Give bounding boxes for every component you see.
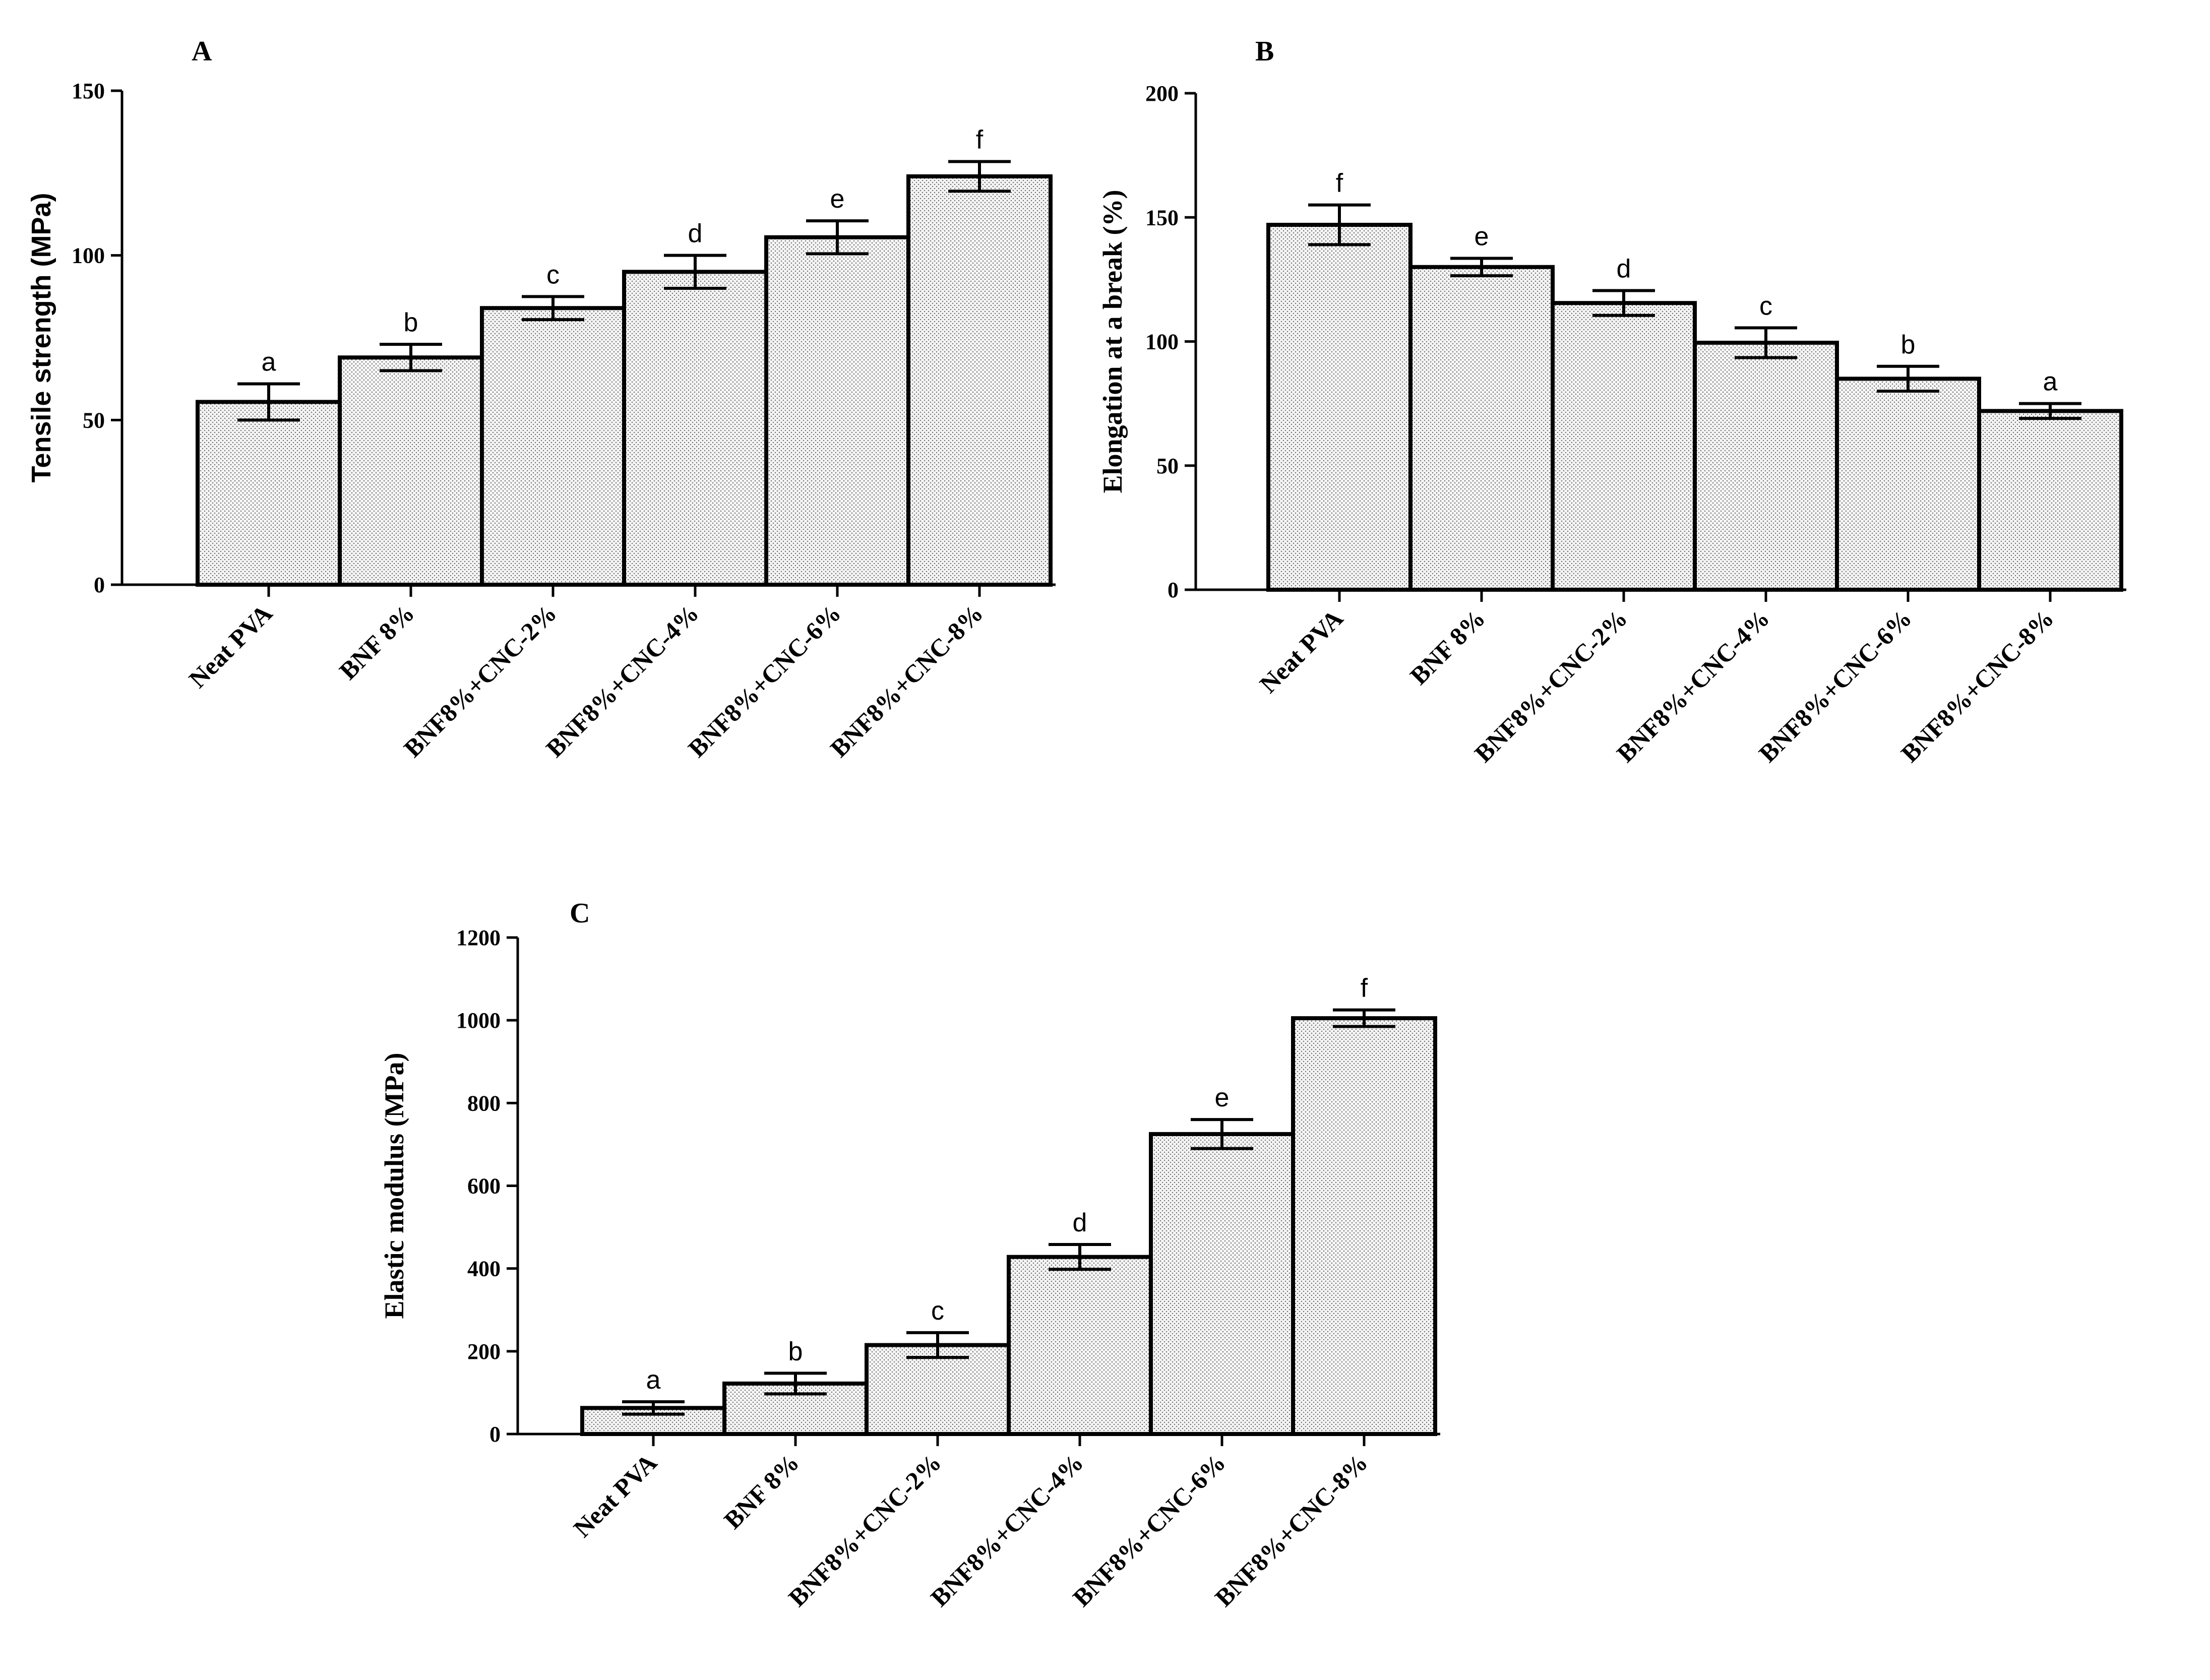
significance-label: b — [1901, 330, 1916, 359]
category-label: Neat PVA — [568, 1448, 662, 1542]
panel-label-b: B — [1255, 36, 1274, 67]
category-label: BNF8%+CNC-6% — [1067, 1448, 1231, 1612]
y-tick-label: 1000 — [456, 1008, 501, 1033]
y-tick-label: 0 — [94, 573, 105, 597]
y-tick-label: 1200 — [456, 925, 501, 950]
significance-label: f — [1361, 974, 1368, 1003]
y-tick-label: 200 — [1145, 81, 1179, 106]
significance-label: a — [646, 1365, 661, 1395]
panel-label-a: A — [192, 36, 212, 67]
y-tick-label: 600 — [467, 1174, 501, 1199]
category-label: Neat PVA — [183, 599, 278, 693]
y-axis-label: Elongation at a break (%) — [1097, 190, 1128, 493]
bar — [1408, 265, 1555, 592]
bar — [196, 400, 342, 587]
bar — [338, 355, 484, 587]
y-tick-label: 100 — [1145, 330, 1179, 354]
category-label: BNF8%+CNC-4% — [1611, 604, 1775, 768]
significance-label: e — [830, 184, 845, 214]
bar — [906, 174, 1053, 587]
y-tick-label: 100 — [72, 243, 105, 268]
category-label: BNF8%+CNC-6% — [683, 599, 846, 763]
y-tick-label: 150 — [72, 79, 105, 103]
bar — [1007, 1255, 1153, 1437]
chart-panel-a: A 0 50 100 150 Tensile strength (MPa) a Neat P… — [26, 36, 1056, 763]
category-label: BNF8%+CNC-8% — [825, 599, 989, 763]
y-tick-label: 0 — [1168, 578, 1179, 602]
panel-label-c: C — [570, 898, 590, 929]
significance-label: d — [1073, 1208, 1087, 1237]
category-label: BNF8%+CNC-8% — [1209, 1448, 1373, 1612]
category-label: BNF8%+CNC-4% — [540, 599, 704, 763]
significance-label: e — [1475, 222, 1489, 252]
significance-label: d — [1617, 255, 1631, 284]
category-label: BNF8%+CNC-4% — [925, 1448, 1089, 1612]
chart-panel-c: C 0 200 400 600 800 1000 1200 Elastic modulus (… — [379, 898, 1440, 1612]
bar — [1551, 301, 1697, 592]
bar — [1266, 223, 1413, 592]
y-tick-label: 800 — [467, 1091, 501, 1115]
bar — [764, 235, 910, 587]
category-label: BNF 8% — [1404, 604, 1491, 690]
y-tick-label: 150 — [1145, 205, 1179, 230]
category-label: Neat PVA — [1254, 604, 1348, 698]
category-label: BNF8%+CNC-2% — [1469, 604, 1633, 768]
y-tick-label: 50 — [83, 408, 105, 432]
bar — [1149, 1132, 1295, 1436]
bar — [1977, 409, 2123, 592]
bar — [1835, 377, 1981, 592]
significance-label: b — [788, 1337, 803, 1366]
bar — [480, 306, 626, 587]
significance-label: c — [546, 260, 560, 289]
significance-label: e — [1215, 1083, 1230, 1112]
significance-label: f — [976, 125, 984, 154]
y-tick-label: 0 — [489, 1422, 501, 1447]
bar — [622, 270, 768, 587]
y-axis-label: Elastic modulus (MPa) — [379, 1052, 409, 1319]
y-tick-label: 50 — [1156, 454, 1179, 478]
category-label: BNF8%+CNC-8% — [1895, 604, 2059, 768]
category-label: BNF8%+CNC-2% — [783, 1448, 947, 1612]
category-label: BNF8%+CNC-2% — [398, 599, 562, 763]
y-tick-label: 400 — [467, 1257, 501, 1281]
chart-panel-b: B 0 50 100 150 200 Elongation at a break (%) f… — [1097, 36, 2126, 768]
significance-label: a — [2043, 367, 2058, 397]
category-label: BNF 8% — [334, 599, 420, 685]
significance-label: c — [931, 1296, 944, 1326]
significance-label: d — [688, 219, 703, 248]
significance-label: b — [404, 308, 418, 337]
significance-label: f — [1336, 169, 1343, 198]
category-label: BNF8%+CNC-6% — [1753, 604, 1917, 768]
bar — [1291, 1016, 1437, 1436]
significance-label: c — [1759, 291, 1772, 321]
bar — [1693, 340, 1839, 592]
category-label: BNF 8% — [718, 1448, 805, 1534]
y-tick-label: 200 — [467, 1339, 501, 1364]
y-axis-label: Tensile strength (MPa) — [26, 193, 56, 482]
significance-label: a — [262, 347, 276, 377]
